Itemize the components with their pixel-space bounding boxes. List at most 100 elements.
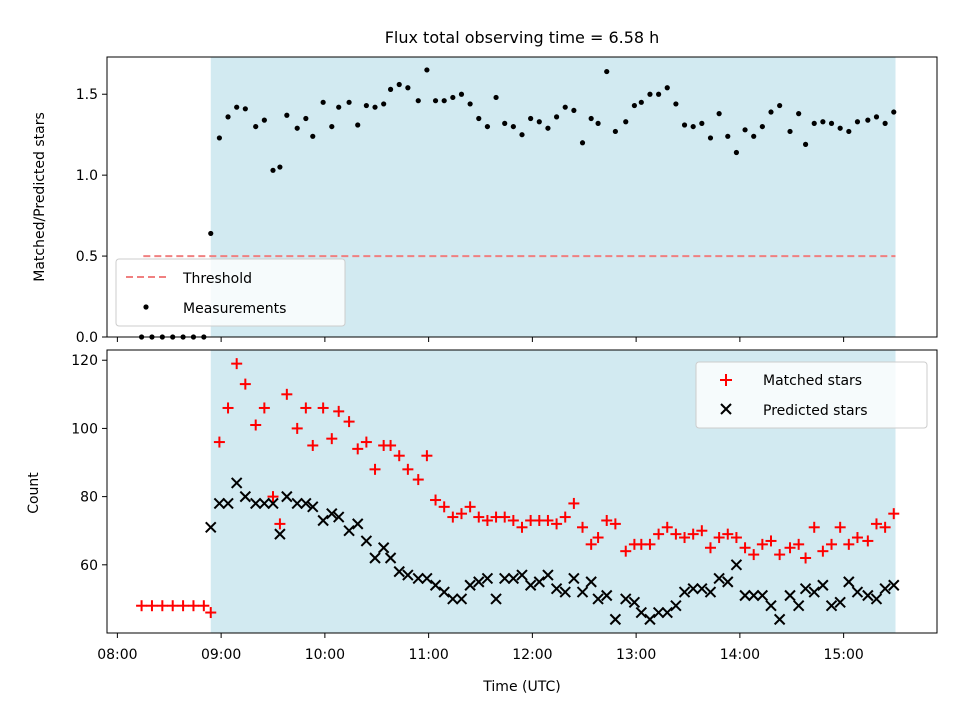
predicted-star-point <box>817 579 829 591</box>
top-legend: Threshold Measurements <box>115 258 346 327</box>
predicted-star-point <box>429 579 442 591</box>
matched-star-point <box>507 514 519 526</box>
matched-star-point <box>343 416 355 428</box>
matched-star-point <box>679 532 691 544</box>
matched-star-point <box>213 436 225 448</box>
matched-star-point <box>473 511 485 523</box>
matched-star-point <box>793 538 805 550</box>
matched-star-point <box>326 433 338 445</box>
matched-star-point <box>239 378 251 390</box>
matched-star-point <box>843 538 855 550</box>
measurement-point <box>510 123 516 130</box>
predicted-star-point <box>464 579 476 591</box>
measurement-point <box>396 81 402 88</box>
measurement-point <box>372 104 378 110</box>
matched-star-point <box>817 545 829 557</box>
predicted-star-point <box>481 572 494 585</box>
predicted-star-point <box>300 497 312 510</box>
predicted-star-point <box>412 572 424 585</box>
matched-star-point <box>258 402 270 414</box>
matched-star-point <box>748 549 760 561</box>
predicted-star-point <box>652 606 665 619</box>
top-y-tick-label: 0.5 <box>76 249 98 265</box>
predicted-star-point <box>307 501 319 513</box>
measurement-point <box>595 120 601 126</box>
count-panel: 60 80 100 120 08:00 09:00 10:00 11:00 12:00 13:0… <box>26 349 938 695</box>
measurement-point <box>303 115 309 122</box>
bottom-x-ticks: 08:00 09:00 10:00 11:00 12:00 13:00 14:00 15:00 <box>97 633 864 663</box>
predicted-stars-points <box>205 477 900 626</box>
predicted-star-point <box>499 572 511 585</box>
matched-star-point <box>653 528 665 540</box>
measurement-point <box>891 109 897 115</box>
matched-star-point <box>274 518 286 530</box>
matched-star-point <box>765 535 777 547</box>
top-y-ticks: 0.0 0.5 1.0 1.5 <box>76 87 107 346</box>
matched-star-point <box>713 532 725 544</box>
predicted-star-point <box>696 582 708 595</box>
ratio-panel: 0.0 0.5 1.0 1.5 Matched/Predicted stars Thr… <box>32 56 938 346</box>
matched-star-point <box>421 450 433 462</box>
predicted-star-point <box>592 593 604 605</box>
matched-star-point <box>177 600 189 612</box>
predicted-star-point <box>447 593 459 605</box>
matched-star-point <box>455 508 467 520</box>
bottom-plot-frame <box>106 349 938 634</box>
measurement-point <box>768 109 774 115</box>
predicted-star-point <box>258 497 271 510</box>
measurement-point <box>476 115 482 122</box>
predicted-star-point <box>687 582 699 595</box>
measurement-point <box>664 85 670 91</box>
matched-star-point <box>722 528 734 540</box>
matched-star-point <box>333 405 345 417</box>
measurement-point <box>234 104 240 110</box>
predicted-star-point <box>333 511 345 523</box>
top-legend-box <box>115 258 346 327</box>
matched-star-point <box>870 518 882 530</box>
measurement-point <box>571 107 577 114</box>
measurement-point <box>656 91 662 97</box>
measurement-point <box>329 123 335 130</box>
predicted-star-point <box>851 586 864 598</box>
matched-star-point <box>577 521 589 533</box>
measurement-point <box>787 128 793 135</box>
measurement-point <box>882 120 888 126</box>
measurement-point <box>277 164 283 170</box>
measurement-point <box>381 101 387 107</box>
matched-star-point <box>369 463 381 475</box>
predicted-star-point <box>704 586 717 598</box>
matched-star-point <box>146 600 158 612</box>
matched-star-point <box>205 607 217 619</box>
matched-star-point <box>756 538 768 550</box>
measurement-point <box>346 99 352 105</box>
measurement-point <box>336 104 342 110</box>
measurement-point <box>751 133 757 139</box>
measurement-point <box>828 120 835 126</box>
matched-star-point <box>412 474 424 486</box>
top-plot-frame <box>106 56 938 338</box>
matched-star-point <box>601 514 613 526</box>
matched-star-point <box>231 358 243 370</box>
predicted-star-point <box>542 569 554 581</box>
predicted-star-point <box>559 586 571 598</box>
measurement-point <box>310 133 316 139</box>
matched-star-point <box>609 518 621 530</box>
measurement-point <box>579 140 586 146</box>
x-tick-label: 08:00 <box>97 647 137 663</box>
legend-threshold-label: Threshold <box>182 271 252 287</box>
predicted-star-point <box>402 569 414 581</box>
predicted-star-point <box>473 576 485 588</box>
predicted-star-point <box>274 528 286 540</box>
predicted-star-point <box>267 497 279 510</box>
measurement-point <box>562 104 568 110</box>
top-y-tick-label: 1.5 <box>76 87 98 103</box>
matched-star-point <box>402 463 414 475</box>
predicted-star-point <box>843 576 855 588</box>
matched-star-point <box>644 538 656 550</box>
bottom-y-tick-label: 80 <box>80 490 98 506</box>
predicted-star-point <box>421 572 433 585</box>
measurement-point <box>270 167 276 173</box>
legend-predicted-label: Predicted stars <box>763 403 868 419</box>
predicted-star-point <box>343 525 355 537</box>
